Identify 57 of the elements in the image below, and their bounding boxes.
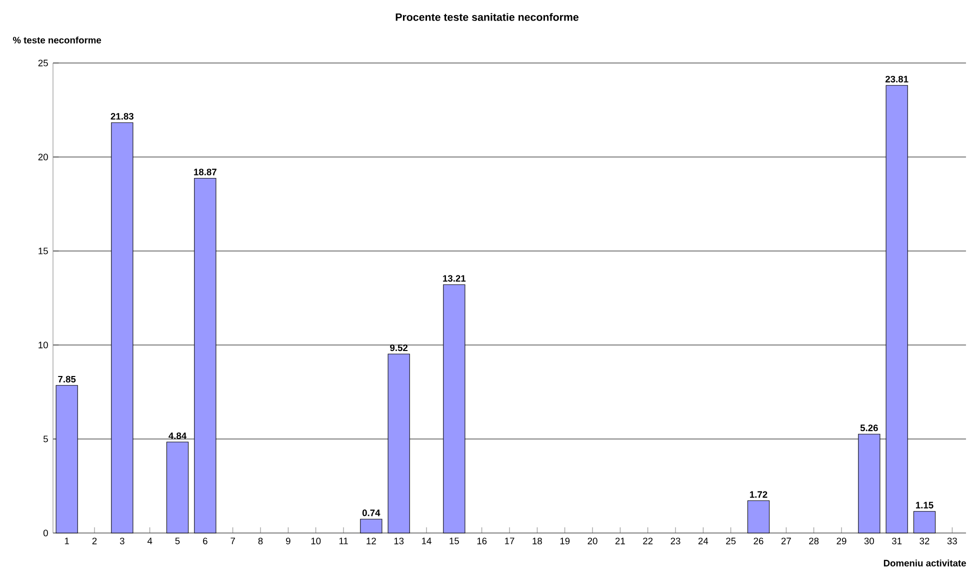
x-tick-label: 18 <box>532 538 542 544</box>
x-tick-label: 21 <box>615 538 625 544</box>
x-tick-label: 10 <box>311 538 321 544</box>
x-tick-label: 22 <box>643 538 653 544</box>
data-label: 23.81 <box>885 76 908 82</box>
y-tick-label: 15 <box>38 248 48 254</box>
data-label: 18.87 <box>194 168 216 176</box>
bar <box>166 442 189 534</box>
x-tick-label: 28 <box>809 538 819 544</box>
x-tick-label: 2 <box>92 538 97 544</box>
x-tick-label: 26 <box>754 538 764 544</box>
x-tick-label: 32 <box>920 538 930 544</box>
x-tick-label: 25 <box>726 538 736 544</box>
x-axis-title: Domeniu activitate <box>884 560 966 566</box>
y-tick-label: 10 <box>38 342 48 348</box>
x-tick-label: 7 <box>230 538 235 544</box>
x-tick-label: 24 <box>698 538 708 544</box>
y-tick-label: 5 <box>43 436 48 442</box>
x-tick-label: 15 <box>450 538 459 544</box>
data-label: 7.85 <box>58 376 76 382</box>
x-tick-label: 27 <box>781 538 791 544</box>
x-tick-label: 33 <box>947 538 957 544</box>
x-tick-label: 11 <box>339 538 348 544</box>
x-tick-label: 1 <box>64 538 69 544</box>
data-label: 1.72 <box>750 491 768 498</box>
data-label: 21.83 <box>110 113 134 120</box>
x-tick-label: 17 <box>505 538 514 544</box>
bar <box>913 511 936 534</box>
chart-title: Procente teste sanitatie neconforme <box>396 13 578 21</box>
x-tick-label: 20 <box>588 538 598 544</box>
x-tick-label: 31 <box>892 538 902 544</box>
data-label: 5.26 <box>860 424 878 432</box>
x-tick-label: 19 <box>560 538 570 544</box>
y-tick-label: 25 <box>38 60 48 66</box>
x-tick-label: 30 <box>864 538 874 544</box>
x-tick-label: 23 <box>670 538 680 544</box>
x-tick-label: 3 <box>120 538 124 544</box>
bar <box>360 518 382 534</box>
data-label: 0.74 <box>362 510 380 516</box>
x-tick-label: 12 <box>366 538 376 544</box>
x-tick-label: 5 <box>175 538 180 544</box>
x-tick-label: 8 <box>258 538 263 544</box>
data-label: 1.15 <box>916 502 934 508</box>
bar <box>747 500 770 534</box>
x-tick-label: 6 <box>203 538 208 544</box>
y-tick-label: 20 <box>38 154 48 160</box>
x-tick-label: 14 <box>422 538 432 544</box>
data-label: 4.84 <box>168 432 187 440</box>
data-label: 9.52 <box>390 344 408 352</box>
x-tick-label: 16 <box>477 538 487 544</box>
data-label: 13.21 <box>443 275 466 282</box>
x-tick-label: 4 <box>147 538 152 544</box>
x-tick-label: 29 <box>836 538 846 544</box>
x-tick-label: 13 <box>394 538 404 544</box>
x-tick-label: 9 <box>286 538 290 544</box>
y-axis-title: % teste neconforme <box>12 36 102 44</box>
y-tick-label: 0 <box>43 530 48 536</box>
